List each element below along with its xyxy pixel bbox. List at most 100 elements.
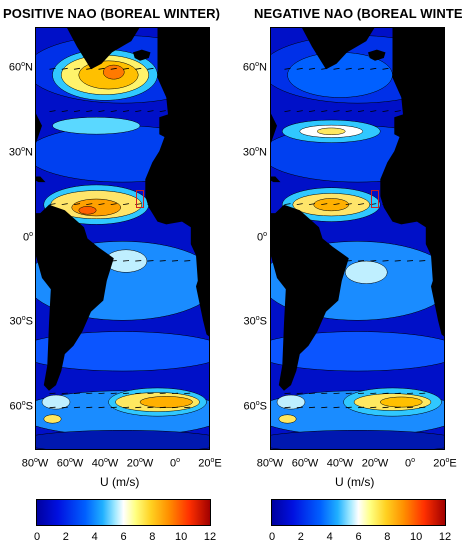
wind-arrow — [86, 406, 93, 409]
wind-arrow — [61, 203, 68, 206]
wind-arrow — [49, 110, 56, 112]
wind-arrow — [73, 406, 81, 409]
region-box — [136, 190, 144, 208]
latitude-label: 0o — [256, 230, 267, 244]
wind-arrow — [110, 392, 117, 394]
wind-arrow — [357, 260, 365, 262]
panel-title: NEGATIVE NAO (BOREAL WINTER) — [254, 6, 462, 21]
wind-arrow — [110, 203, 117, 206]
wind-arrow — [98, 110, 105, 112]
landmass-uk — [399, 74, 410, 98]
landmass-samerica — [270, 204, 349, 391]
longitude-label: 20oE — [198, 457, 222, 470]
wind-arrow — [61, 406, 68, 409]
landmass-greenland — [66, 27, 140, 70]
landmass-europe — [157, 27, 210, 137]
wind-speed-map — [35, 27, 210, 450]
wind-arrow — [49, 406, 56, 409]
wind-arrow — [370, 392, 377, 394]
wind-arrow — [110, 406, 117, 409]
landmass-namerica — [35, 27, 42, 214]
wind-arrow — [382, 392, 389, 394]
wind-arrow — [159, 110, 166, 112]
latitude-label: 30oN — [242, 145, 267, 159]
x-axis-label: U (m/s) — [100, 475, 140, 489]
wind-arrow — [49, 203, 56, 206]
longitude-label: 20oE — [433, 457, 457, 470]
wind-arrow — [184, 392, 191, 394]
wind-speed-contour — [380, 396, 423, 408]
colorbar-tick: 10 — [175, 531, 188, 543]
wind-speed-contour — [345, 260, 388, 284]
latitude-label: 60oS — [9, 399, 34, 413]
landmass-europe — [392, 27, 445, 137]
wind-arrow — [61, 67, 68, 70]
wind-arrow — [419, 406, 426, 409]
wind-arrow — [382, 67, 389, 70]
wind-speed-contour — [278, 414, 297, 424]
colorbar-tick: 8 — [384, 531, 391, 543]
wind-arrow — [345, 110, 352, 112]
wind-arrow — [308, 110, 316, 112]
wind-arrow — [406, 406, 414, 409]
wind-arrow — [296, 406, 303, 409]
wind-arrow — [308, 392, 316, 394]
wind-arrow — [110, 67, 117, 70]
wind-arrow — [357, 406, 365, 409]
wind-arrow — [159, 406, 166, 409]
wind-arrow — [345, 67, 352, 70]
colorbar-tick: 8 — [149, 531, 156, 543]
wind-arrow — [345, 406, 352, 409]
colorbar — [271, 499, 446, 526]
region-box — [371, 190, 379, 208]
wind-arrow — [122, 406, 130, 409]
map-frame — [270, 27, 445, 450]
wind-arrow — [73, 67, 81, 70]
wind-arrow — [98, 203, 105, 206]
wind-arrow — [159, 260, 166, 262]
wind-speed-contour — [270, 331, 445, 372]
wind-arrow — [321, 203, 328, 206]
wind-arrow — [122, 203, 130, 206]
wind-arrow — [284, 392, 291, 394]
wind-arrow — [333, 67, 340, 70]
x-axis-label: U (m/s) — [335, 475, 375, 489]
wind-arrow — [419, 260, 426, 262]
latitude-label: 30oS — [9, 315, 34, 328]
latitude-label: 60oN — [8, 61, 33, 74]
wind-arrow — [184, 260, 191, 262]
wind-arrow — [321, 392, 328, 394]
colorbar-tick: 6 — [355, 531, 362, 543]
wind-arrow — [296, 203, 303, 206]
colorbar-tick: 4 — [326, 531, 333, 543]
colorbar — [36, 499, 211, 526]
wind-arrow — [333, 110, 340, 112]
wind-arrow — [49, 392, 56, 394]
wind-speed-contour — [41, 394, 71, 410]
panel-title: POSITIVE NAO (BOREAL WINTER) — [3, 6, 221, 21]
latitude-label: 60oN — [242, 61, 267, 74]
wind-arrow — [159, 392, 166, 394]
colorbar-tick: 6 — [120, 531, 127, 543]
wind-arrow — [135, 406, 142, 409]
wind-arrow — [98, 392, 105, 394]
wind-arrow — [333, 406, 340, 409]
wind-arrow — [333, 392, 340, 394]
wind-arrow — [394, 110, 401, 112]
wind-speed-contour — [317, 127, 346, 135]
wind-arrow — [73, 203, 81, 206]
wind-arrow — [308, 67, 316, 70]
wind-speed-contour — [313, 198, 349, 212]
wind-arrow — [86, 110, 93, 112]
wind-arrow — [394, 392, 401, 394]
wind-arrow — [406, 392, 414, 394]
wind-arrow — [135, 110, 142, 112]
wind-arrow — [171, 406, 179, 409]
colorbar-tick: 2 — [297, 531, 304, 543]
wind-arrow — [122, 260, 130, 262]
wind-arrow — [73, 110, 81, 112]
wind-arrow — [147, 406, 154, 409]
wind-arrow — [61, 392, 68, 394]
wind-arrow — [98, 67, 105, 70]
latitude-label: 60oS — [243, 399, 268, 413]
